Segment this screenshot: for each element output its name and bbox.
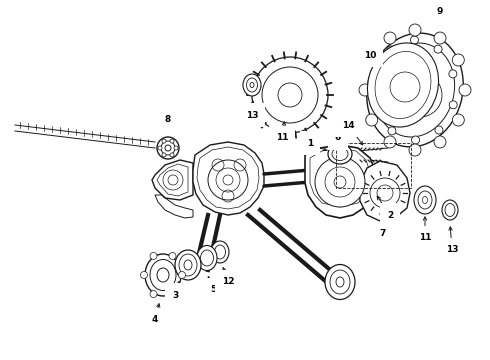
- Circle shape: [459, 84, 471, 96]
- Text: 1: 1: [307, 139, 313, 148]
- Ellipse shape: [157, 268, 169, 282]
- Text: 7: 7: [380, 230, 386, 238]
- Ellipse shape: [165, 145, 171, 151]
- Circle shape: [334, 176, 346, 188]
- Ellipse shape: [157, 137, 179, 159]
- Ellipse shape: [328, 144, 352, 164]
- Circle shape: [170, 153, 174, 157]
- Text: 4: 4: [152, 315, 158, 324]
- Circle shape: [452, 54, 465, 66]
- Circle shape: [223, 175, 233, 185]
- Circle shape: [434, 32, 446, 44]
- Circle shape: [373, 71, 381, 79]
- Ellipse shape: [250, 82, 254, 87]
- Circle shape: [373, 102, 381, 110]
- Text: 11: 11: [419, 234, 431, 243]
- Circle shape: [366, 114, 378, 126]
- Ellipse shape: [211, 241, 229, 263]
- Ellipse shape: [442, 200, 458, 220]
- Polygon shape: [305, 145, 375, 218]
- Circle shape: [150, 252, 157, 260]
- Circle shape: [452, 114, 465, 126]
- Circle shape: [409, 144, 421, 156]
- Circle shape: [409, 24, 421, 36]
- Circle shape: [150, 291, 157, 298]
- Circle shape: [252, 57, 328, 133]
- Polygon shape: [193, 142, 264, 215]
- Ellipse shape: [325, 265, 355, 300]
- Ellipse shape: [175, 250, 201, 280]
- Circle shape: [315, 157, 365, 207]
- Circle shape: [208, 160, 248, 200]
- Text: 12: 12: [222, 278, 234, 287]
- Bar: [336, 143, 411, 188]
- Circle shape: [366, 54, 378, 66]
- Circle shape: [388, 127, 396, 135]
- Text: 11: 11: [276, 134, 288, 143]
- Circle shape: [170, 139, 174, 143]
- Text: 6: 6: [335, 134, 341, 143]
- Text: 10: 10: [364, 50, 376, 59]
- Text: 13: 13: [246, 111, 258, 120]
- Circle shape: [449, 70, 457, 78]
- Circle shape: [377, 185, 393, 201]
- Polygon shape: [359, 161, 410, 221]
- Ellipse shape: [414, 186, 436, 214]
- Ellipse shape: [368, 43, 439, 127]
- Ellipse shape: [367, 33, 463, 147]
- Ellipse shape: [184, 260, 192, 270]
- Circle shape: [169, 291, 176, 298]
- Circle shape: [162, 153, 166, 157]
- Circle shape: [162, 139, 166, 143]
- Ellipse shape: [336, 277, 344, 287]
- Text: 3: 3: [172, 291, 178, 300]
- Ellipse shape: [145, 254, 181, 296]
- Circle shape: [434, 45, 442, 53]
- Ellipse shape: [422, 197, 427, 203]
- Text: 14: 14: [342, 121, 354, 130]
- Text: 5: 5: [210, 285, 216, 294]
- Circle shape: [435, 126, 443, 134]
- Ellipse shape: [197, 246, 217, 270]
- Ellipse shape: [243, 74, 261, 96]
- Circle shape: [449, 101, 457, 109]
- Circle shape: [411, 36, 418, 44]
- Circle shape: [434, 136, 446, 148]
- Circle shape: [158, 146, 162, 150]
- Circle shape: [384, 136, 396, 148]
- Circle shape: [174, 146, 178, 150]
- Text: 8: 8: [165, 116, 171, 125]
- Circle shape: [141, 271, 147, 279]
- Circle shape: [412, 136, 419, 144]
- Circle shape: [169, 252, 176, 260]
- Polygon shape: [152, 160, 193, 200]
- Circle shape: [387, 46, 395, 54]
- Circle shape: [384, 32, 396, 44]
- Circle shape: [178, 271, 186, 279]
- Circle shape: [359, 84, 371, 96]
- Text: 9: 9: [437, 8, 443, 17]
- Text: 13: 13: [446, 246, 458, 255]
- Text: 2: 2: [387, 211, 393, 220]
